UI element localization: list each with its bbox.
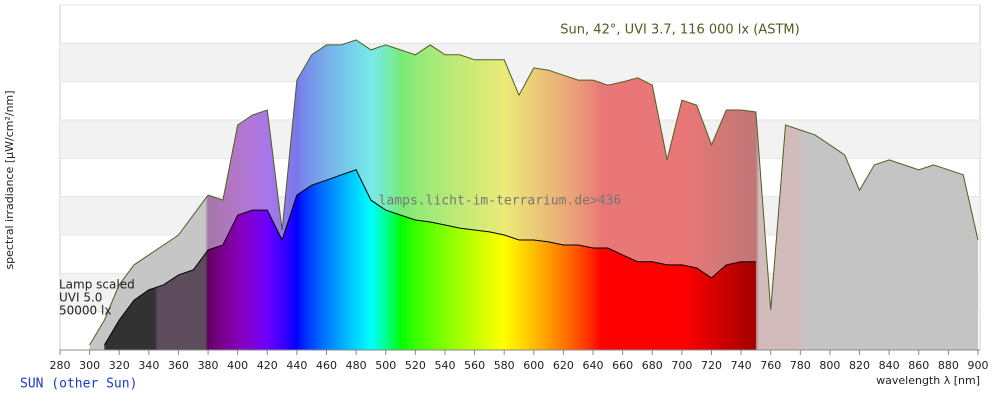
x-tick-label: 760 (760, 359, 781, 372)
x-tick-label: 400 (227, 359, 248, 372)
x-tick-label: 880 (938, 359, 959, 372)
grid-band (60, 43, 980, 82)
x-tick-label: 540 (434, 359, 455, 372)
x-tick-label: 720 (701, 359, 722, 372)
x-tick-label: 340 (138, 359, 159, 372)
x-tick-label: 580 (494, 359, 515, 372)
footer-link[interactable]: SUN (other Sun) (20, 377, 137, 392)
x-tick-label: 300 (79, 359, 100, 372)
x-tick-label: 640 (583, 359, 604, 372)
x-tick-label: 900 (968, 359, 989, 372)
x-tick-label: 700 (671, 359, 692, 372)
x-tick-label: 780 (790, 359, 811, 372)
x-tick-label: 560 (464, 359, 485, 372)
lamp-note: 50000 lx (59, 304, 111, 318)
x-tick-label: 800 (819, 359, 840, 372)
x-tick-label: 660 (612, 359, 633, 372)
x-tick-label: 440 (286, 359, 307, 372)
x-tick-label: 620 (553, 359, 574, 372)
watermark: lamps.licht-im-terrarium.de>436 (379, 194, 622, 209)
x-tick-label: 480 (346, 359, 367, 372)
x-tick-label: 380 (198, 359, 219, 372)
x-tick-label: 840 (879, 359, 900, 372)
x-tick-label: 680 (642, 359, 663, 372)
x-tick-label: 460 (316, 359, 337, 372)
x-tick-label: 320 (109, 359, 130, 372)
spectrum-line (103, 169, 756, 346)
x-tick-label: 520 (405, 359, 426, 372)
lamp-note: Lamp scaled (59, 278, 135, 292)
spectrum-area (104, 169, 756, 350)
annotation: Sun, 42°, UVI 3.7, 116 000 lx (ASTM) (560, 23, 799, 38)
x-tick-label: 360 (168, 359, 189, 372)
x-tick-label: 600 (523, 359, 544, 372)
lamp-note: UVI 5.0 (59, 291, 102, 305)
y-axis-label: spectral irradiance [µW/cm²/nm] (3, 90, 16, 269)
x-tick-label: 280 (50, 359, 71, 372)
x-tick-label: 420 (257, 359, 278, 372)
x-tick-label: 820 (849, 359, 870, 372)
spectrum-line (89, 39, 979, 346)
x-tick-label: 860 (908, 359, 929, 372)
x-axis-label: wavelength λ [nm] (876, 374, 980, 387)
x-tick-label: 500 (375, 359, 396, 372)
x-tick-label: 740 (731, 359, 752, 372)
